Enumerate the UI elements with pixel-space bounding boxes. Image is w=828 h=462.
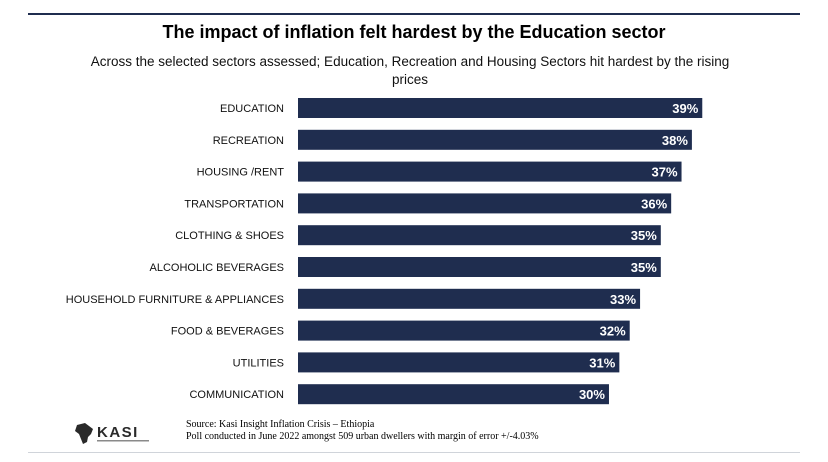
- bar: [298, 384, 609, 405]
- category-label: TRANSPORTATION: [184, 198, 284, 210]
- bar: [298, 288, 641, 309]
- value-label: 33%: [610, 292, 636, 307]
- category-label: FOOD & BEVERAGES: [171, 326, 284, 338]
- poll-line: Poll conducted in June 2022 amongst 509 …: [186, 431, 539, 442]
- logo-text: KASI: [97, 424, 139, 441]
- bar: [298, 225, 661, 246]
- category-label: ALCOHOLIC BEVERAGES: [150, 262, 285, 274]
- value-label: 39%: [672, 101, 698, 116]
- top-rule: [28, 13, 800, 15]
- category-label: HOUSING /RENT: [197, 167, 285, 179]
- value-label: 37%: [652, 165, 678, 180]
- chart-subtitle: Across the selected sectors assessed; Ed…: [90, 54, 730, 87]
- category-label: COMMUNICATION: [189, 389, 284, 401]
- bar: [298, 257, 661, 277]
- value-label: 38%: [662, 133, 688, 148]
- bottom-rule: [28, 452, 800, 453]
- category-label: CLOTHING & SHOES: [175, 230, 284, 242]
- category-label: EDUCATION: [220, 103, 284, 115]
- bar: [298, 98, 703, 118]
- source-note: Source: Kasi Insight Inflation Crisis – …: [186, 419, 539, 443]
- category-label: UTILITIES: [233, 357, 284, 369]
- category-label: RECREATION: [213, 135, 284, 147]
- value-label: 31%: [589, 355, 615, 370]
- value-label: 30%: [579, 387, 605, 402]
- value-label: 32%: [600, 324, 626, 339]
- bar: [298, 129, 692, 150]
- value-label: 36%: [641, 196, 667, 211]
- chart-title: The impact of inflation felt hardest by …: [162, 22, 666, 42]
- bar: [298, 161, 682, 182]
- value-label: 35%: [631, 260, 657, 275]
- bar: [298, 320, 630, 341]
- bar: [298, 352, 620, 373]
- africa-map-icon: [75, 423, 93, 444]
- value-label: 35%: [631, 228, 657, 243]
- source-line: Source: Kasi Insight Inflation Crisis – …: [186, 419, 375, 430]
- category-label: HOUSEHOLD FURNITURE & APPLIANCES: [66, 294, 284, 306]
- bar: [298, 193, 672, 214]
- kasi-logo: KASI: [75, 423, 149, 444]
